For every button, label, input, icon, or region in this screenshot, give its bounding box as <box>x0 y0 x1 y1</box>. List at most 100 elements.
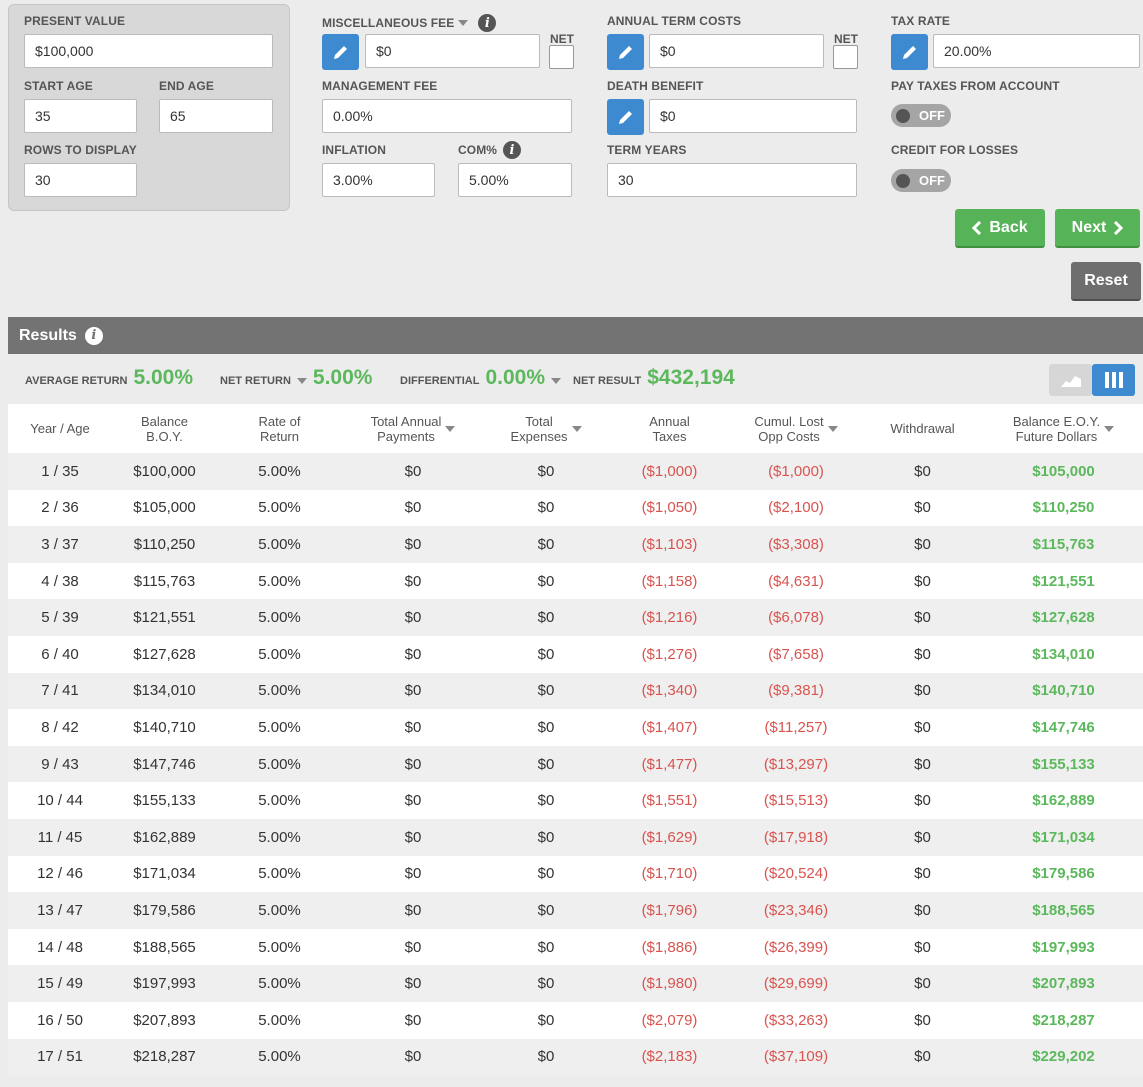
pencil-icon <box>618 46 632 59</box>
table-row: 14 / 48 $188,565 5.00% $0 $0 ($1,886) ($26,399… <box>8 928 1143 966</box>
table-cell: $0 <box>342 818 484 856</box>
back-button[interactable]: Back <box>955 209 1045 248</box>
death-benefit-edit-button[interactable] <box>607 99 644 135</box>
table-cell: 5.00% <box>217 599 342 636</box>
column-header: Year / Age <box>8 404 112 453</box>
next-button[interactable]: Next <box>1055 209 1140 248</box>
present-value-input[interactable]: $100,000 <box>24 34 273 68</box>
column-header[interactable]: Cumul. Lost Opp Costs <box>731 404 861 453</box>
table-cell: ($33,263) <box>731 1001 861 1039</box>
table-cell: ($1,216) <box>608 599 731 636</box>
misc-fee-input[interactable]: $0 <box>365 34 540 68</box>
inflation-input[interactable]: 3.00% <box>322 163 435 197</box>
table-cell: 5.00% <box>217 1038 342 1076</box>
pay-taxes-label: PAY TAXES FROM ACCOUNT <box>891 79 1060 93</box>
rows-to-display-label: ROWS TO DISPLAY <box>24 143 137 157</box>
annual-term-costs-input[interactable]: $0 <box>649 34 824 68</box>
table-cell: $188,565 <box>112 928 217 966</box>
table-cell: $0 <box>342 782 484 819</box>
next-button-label: Next <box>1071 218 1107 236</box>
table-cell: $0 <box>484 672 608 710</box>
table-cell: ($15,513) <box>731 782 861 819</box>
table-cell: $121,551 <box>984 562 1143 600</box>
tax-rate-input[interactable]: 20.00% <box>933 34 1140 68</box>
table-cell: $218,287 <box>112 1038 217 1076</box>
table-row: 8 / 42 $140,710 5.00% $0 $0 ($1,407) ($11,257)… <box>8 709 1143 746</box>
table-cell: $0 <box>484 526 608 563</box>
table-row: 13 / 47 $179,586 5.00% $0 $0 ($1,796) ($23,346… <box>8 892 1143 929</box>
sort-caret-icon[interactable] <box>827 425 838 432</box>
table-cell: $147,746 <box>112 745 217 783</box>
table-cell: $0 <box>484 453 608 490</box>
start-age-input[interactable]: 35 <box>24 99 137 133</box>
column-header[interactable]: Total Expenses <box>484 404 608 453</box>
table-cell: $0 <box>861 928 984 966</box>
end-age-input[interactable]: 65 <box>159 99 273 133</box>
table-cell: $0 <box>342 526 484 563</box>
table-cell: 5.00% <box>217 928 342 966</box>
column-header-content: Total Annual Payments <box>371 414 456 444</box>
chevron-down-icon[interactable] <box>296 378 307 384</box>
table-cell: $207,893 <box>112 1001 217 1039</box>
reset-button[interactable]: Reset <box>1071 262 1141 301</box>
table-cell: ($1,796) <box>608 892 731 929</box>
table-cell: $0 <box>861 782 984 819</box>
table-cell: $207,893 <box>984 965 1143 1002</box>
column-header[interactable]: Total Annual Payments <box>342 404 484 453</box>
table-cell: ($1,050) <box>608 489 731 527</box>
table-cell: 5.00% <box>217 709 342 746</box>
table-cell: $0 <box>861 892 984 929</box>
table-view-button[interactable] <box>1092 364 1135 396</box>
column-header-label: Cumul. Lost Opp Costs <box>754 413 824 444</box>
table-cell: $110,250 <box>984 489 1143 527</box>
sort-caret-icon[interactable] <box>571 425 582 432</box>
annual-term-costs-edit-button[interactable] <box>607 34 644 70</box>
chevron-down-icon[interactable] <box>551 378 561 384</box>
table-cell: 3 / 37 <box>8 526 112 563</box>
table-cell: $0 <box>861 745 984 783</box>
credit-losses-label: CREDIT FOR LOSSES <box>891 143 1019 157</box>
annual-term-costs-net-checkbox[interactable] <box>833 45 858 69</box>
table-row: 1 / 35 $100,000 5.00% $0 $0 ($1,000) ($1,000) $… <box>8 453 1143 490</box>
table-cell: $0 <box>342 709 484 746</box>
misc-fee-edit-button[interactable] <box>322 34 359 70</box>
table-cell: ($9,381) <box>731 672 861 710</box>
sort-caret-icon[interactable] <box>1104 425 1115 432</box>
table-cell: 5.00% <box>217 489 342 527</box>
table-cell: $0 <box>861 1001 984 1039</box>
table-cell: ($2,100) <box>731 489 861 527</box>
info-icon[interactable]: i <box>503 141 522 159</box>
table-cell: ($13,297) <box>731 745 861 783</box>
misc-fee-net-checkbox[interactable] <box>549 45 574 69</box>
column-header[interactable]: Balance E.O.Y. Future Dollars <box>984 404 1143 453</box>
table-cell: $0 <box>342 1038 484 1076</box>
chevron-down-icon[interactable] <box>458 20 469 26</box>
table-row: 2 / 36 $105,000 5.00% $0 $0 ($1,050) ($2,100) $… <box>8 489 1143 527</box>
table-cell: $0 <box>861 453 984 490</box>
chart-view-button[interactable] <box>1049 364 1092 396</box>
table-cell: $0 <box>342 892 484 929</box>
management-fee-input[interactable]: 0.00% <box>322 99 572 133</box>
table-cell: $105,000 <box>112 489 217 527</box>
table-cell: 5.00% <box>217 672 342 710</box>
term-years-input[interactable]: 30 <box>607 163 857 197</box>
info-icon[interactable]: i <box>478 14 497 32</box>
table-cell: $105,000 <box>984 453 1143 490</box>
rows-to-display-input[interactable]: 30 <box>24 163 137 197</box>
pay-taxes-toggle[interactable]: OFF <box>891 104 951 127</box>
com-input[interactable]: 5.00% <box>458 163 572 197</box>
column-header-label: Rate of Return <box>258 413 301 444</box>
tax-rate-edit-button[interactable] <box>891 34 928 70</box>
table-cell: $0 <box>861 965 984 1002</box>
table-cell: $197,993 <box>984 928 1143 966</box>
toggle-knob <box>896 108 910 123</box>
column-header: Withdrawal <box>861 404 984 453</box>
table-cell: $121,551 <box>112 599 217 636</box>
table-cell: $100,000 <box>112 453 217 490</box>
column-header: Rate of Return <box>217 404 342 453</box>
info-icon[interactable]: i <box>84 326 103 345</box>
death-benefit-input[interactable]: $0 <box>649 99 857 133</box>
table-cell: 5.00% <box>217 526 342 563</box>
sort-caret-icon[interactable] <box>445 425 456 432</box>
credit-losses-toggle[interactable]: OFF <box>891 169 951 192</box>
